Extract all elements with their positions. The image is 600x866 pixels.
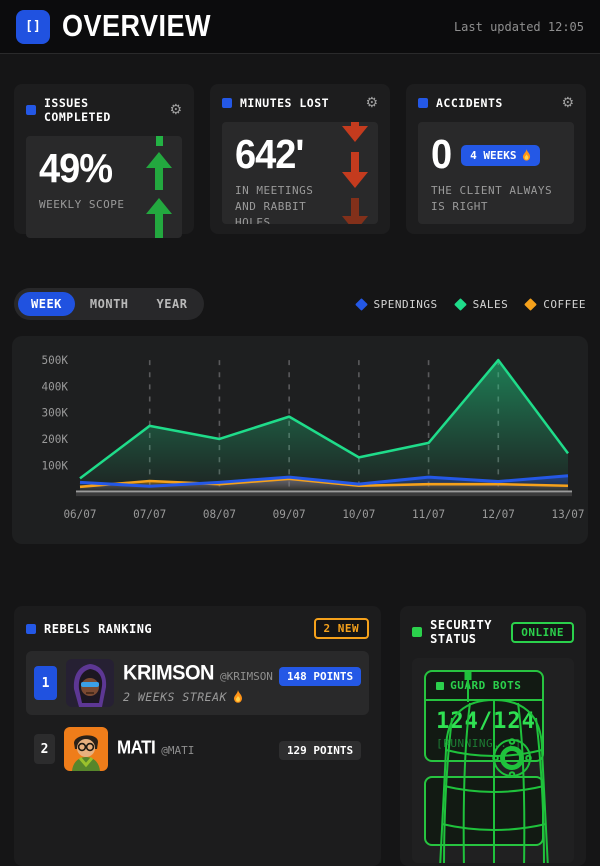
streak-line: 2 WEEKS STREAK — [123, 690, 361, 704]
flame-icon — [522, 149, 530, 161]
svg-text:06/07: 06/07 — [63, 508, 96, 521]
trend-down-arrows-icon — [342, 122, 368, 224]
gear-icon[interactable]: ⚙ — [365, 95, 378, 111]
card-title: REBELS RANKING — [44, 621, 153, 636]
page-title: OVERVIEW — [62, 9, 212, 43]
last-updated-text: Last updated 12:05 — [453, 19, 584, 34]
player-name: KRIMSON — [123, 660, 214, 685]
card-body: 642' IN MEETINGS AND RABBIT HOLES — [222, 122, 378, 224]
overview-chart: 100K 200K 300K 400K 500K 06/07 07/07 08/07 09/07… — [42, 354, 585, 521]
card-title: ACCIDENTS — [436, 96, 503, 110]
card-minutes-lost: MINUTES LOST ⚙ 642' IN MEETINGS AND RABB… — [210, 84, 390, 234]
flame-icon — [233, 690, 242, 703]
new-count-badge: 2 NEW — [313, 618, 370, 639]
player-name: MATI — [117, 736, 156, 758]
tab-year[interactable]: YEAR — [144, 292, 201, 316]
svg-text:08/07: 08/07 — [203, 508, 236, 521]
online-badge: ONLINE — [511, 621, 574, 643]
range-tabs: WEEK MONTH YEAR — [14, 288, 205, 320]
card-title: ISSUES COMPLETED — [44, 96, 111, 124]
app-logo-icon: [] — [16, 9, 50, 44]
avatar — [66, 659, 114, 707]
card-bullet-icon — [222, 98, 232, 108]
stat-value: 49% — [39, 146, 113, 192]
stat-value: 0 — [431, 132, 452, 178]
trend-up-arrows-icon — [146, 136, 172, 238]
svg-text:12/07: 12/07 — [482, 508, 515, 521]
legend-label: COFFEE — [543, 297, 586, 311]
ranking-list: 1 KRIMSON @KRIMSON 148 POINTS — [26, 651, 370, 771]
svg-text:10/07: 10/07 — [342, 508, 375, 521]
points-badge: 129 POINTS — [278, 740, 362, 760]
card-bullet-icon — [412, 627, 423, 637]
svg-text:07/07: 07/07 — [133, 508, 166, 521]
header: [] OVERVIEW Last updated 12:05 — [0, 0, 600, 54]
stat-caption: IN MEETINGS AND RABBIT HOLES — [235, 184, 314, 224]
card-issues-completed: ISSUES COMPLETED ⚙ 49% WEEKLY SCOPE — [14, 84, 194, 238]
gear-icon[interactable]: ⚙ — [169, 102, 182, 118]
rebels-ranking-card: REBELS RANKING 2 NEW 1 KRIMSON @KRIMSON — [14, 606, 382, 866]
svg-text:200K: 200K — [42, 433, 69, 446]
rank-badge: 2 — [34, 734, 55, 764]
chart-legend: SPENDINGS SALES COFFEE — [354, 297, 586, 311]
gear-icon[interactable]: ⚙ — [561, 95, 574, 111]
svg-text:500K: 500K — [42, 354, 69, 367]
guard-robot-wireframe-icon — [439, 672, 549, 863]
card-body: 0 4 WEEKS THE CLIENT ALWAYS IS RIGHT — [418, 122, 574, 224]
legend-label: SALES — [472, 297, 509, 311]
chart-card: 100K 200K 300K 400K 500K 06/07 07/07 08/07 09/07… — [12, 336, 588, 544]
card-title: SECURITY STATUS — [430, 618, 492, 646]
legend-item-sales[interactable]: SALES — [453, 297, 509, 311]
legend-item-coffee[interactable]: COFFEE — [524, 297, 586, 311]
card-bullet-icon — [418, 98, 428, 108]
svg-text:09/07: 09/07 — [273, 508, 306, 521]
card-body: 49% WEEKLY SCOPE — [26, 136, 182, 238]
ranking-row-mati[interactable]: 2 MATI @MATI 129 POINTS — [26, 727, 369, 771]
svg-text:11/07: 11/07 — [412, 508, 445, 521]
streak-weeks-label: 4 WEEKS — [470, 148, 517, 162]
stat-caption: WEEKLY SCOPE — [39, 198, 125, 211]
bottom-row: REBELS RANKING 2 NEW 1 KRIMSON @KRIMSON — [14, 606, 586, 866]
security-body: GUARD BOTS 124/124 [RUNNING...] — [412, 658, 574, 863]
stat-caption: THE CLIENT ALWAYS IS RIGHT — [431, 184, 553, 213]
stats-row: ISSUES COMPLETED ⚙ 49% WEEKLY SCOPE MINU… — [14, 84, 586, 238]
svg-text:100K: 100K — [42, 459, 69, 472]
tab-month[interactable]: MONTH — [77, 292, 142, 316]
player-handle: @MATI — [161, 743, 195, 757]
logo-glyph: [] — [25, 19, 41, 34]
legend-item-spendings[interactable]: SPENDINGS — [354, 297, 438, 311]
points-badge: 148 POINTS — [278, 666, 362, 686]
card-bullet-icon — [26, 105, 36, 115]
spendings-swatch-icon — [354, 297, 368, 311]
avatar — [64, 727, 108, 771]
player-handle: @KRIMSON — [219, 669, 273, 683]
ranking-row-krimson[interactable]: 1 KRIMSON @KRIMSON 148 POINTS — [26, 651, 370, 715]
rank-badge: 1 — [34, 666, 57, 700]
svg-text:400K: 400K — [42, 380, 69, 393]
streak-label: 2 WEEKS STREAK — [123, 689, 227, 704]
card-accidents: ACCIDENTS ⚙ 0 4 WEEKS THE CLIENT ALWAYS … — [406, 84, 586, 234]
streak-weeks-badge: 4 WEEKS — [461, 144, 540, 166]
security-status-card: SECURITY STATUS ONLINE GUARD BOTS 124/12… — [400, 606, 586, 866]
tab-week[interactable]: WEEK — [18, 292, 75, 316]
card-title: MINUTES LOST — [240, 96, 330, 110]
sales-swatch-icon — [453, 297, 467, 311]
svg-text:300K: 300K — [42, 407, 69, 420]
card-bullet-icon — [26, 623, 36, 634]
guard-dot-icon — [436, 681, 445, 690]
coffee-swatch-icon — [524, 297, 538, 311]
chart-controls: WEEK MONTH YEAR SPENDINGS SALES COFFEE — [14, 288, 586, 320]
stat-value: 642' — [235, 132, 304, 178]
legend-label: SPENDINGS — [373, 297, 438, 311]
svg-text:13/07: 13/07 — [551, 508, 584, 521]
